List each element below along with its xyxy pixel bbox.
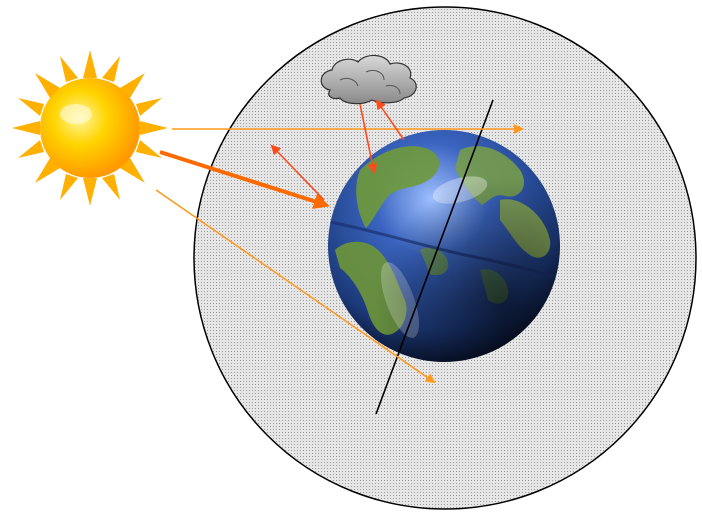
arrow-reflected-surface (270, 144, 325, 201)
arrow-cloud-to-earth (359, 103, 378, 174)
earth-axis-line (375, 99, 494, 415)
arrow-earth-to-cloud (375, 99, 405, 141)
arrow-absorbed (159, 150, 330, 209)
arrow-scattered (155, 189, 436, 384)
sun-icon (12, 50, 168, 206)
cloud-icon (320, 54, 417, 105)
